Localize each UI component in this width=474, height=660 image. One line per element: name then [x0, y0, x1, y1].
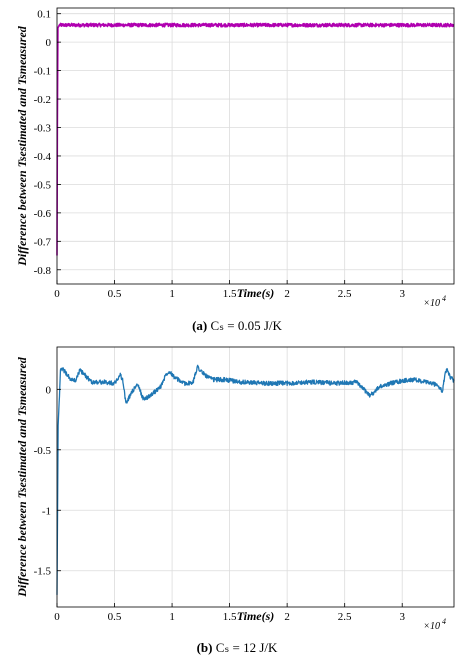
x-tick-label: 0	[54, 611, 60, 623]
y-tick-label: 0	[46, 37, 52, 49]
caption-b-letter: (b)	[196, 640, 213, 655]
grid	[56, 347, 454, 607]
y-tick-label: -0.3	[34, 123, 52, 135]
chart-b: 0 0.5 1 1.5 2 2.5 3 0 -0.5 -1 -1.5 Time(s) ×10 4 Diffe…	[15, 346, 455, 632]
x-tick-label: 0.5	[108, 611, 122, 623]
chart-a: 0 0.5 1 1.5 2 2.5 3 0.1 0 -0.1 -0.2 -0.3 -0.4 -0.5 -0.…	[15, 7, 455, 309]
x-tick-label: 2.5	[338, 288, 352, 300]
chart-panel-a: 0 0.5 1 1.5 2 2.5 3 0.1 0 -0.1 -0.2 -0.3 -0.4 -0.5 -0.…	[0, 7, 474, 334]
x-exponent-label: ×10	[423, 621, 440, 632]
x-tick-label: 2.5	[338, 611, 352, 623]
y-tick-label: -0.6	[34, 208, 52, 220]
x-tick-label: 2	[284, 611, 290, 623]
y-tick-label: -1	[42, 505, 51, 517]
y-tick-label: 0.1	[37, 9, 51, 21]
x-tick-label: 3	[399, 288, 405, 300]
y-tick-label: -0.8	[34, 265, 52, 277]
y-tick-label: -0.5	[34, 445, 52, 457]
y-tick-label: -0.7	[34, 236, 52, 248]
x-tick-label: 0	[54, 288, 60, 300]
x-axis-label: Time(s)	[237, 286, 275, 300]
x-exponent-power: 4	[442, 294, 446, 303]
y-axis-label: Difference between Tsestimated and Tsmea…	[15, 356, 29, 598]
y-tick-label: -0.1	[34, 66, 51, 78]
x-tick-label: 3	[399, 611, 405, 623]
caption-a-letter: (a)	[192, 318, 208, 333]
series-line	[56, 22, 455, 256]
x-tick-label: 2	[284, 288, 290, 300]
caption-a: (a) Cₛ = 0.05 J/K	[0, 318, 474, 334]
x-axis-label: Time(s)	[237, 609, 275, 623]
x-tick-label: 1	[169, 288, 175, 300]
x-exponent-power: 4	[442, 617, 446, 626]
series-line	[56, 364, 455, 595]
x-tick-label: 1.5	[223, 611, 237, 623]
y-tick-label: 0	[46, 384, 52, 396]
y-tick-label: -0.2	[34, 94, 51, 106]
x-tick-label: 1	[169, 611, 175, 623]
caption-b-text: Cₛ = 12 J/K	[215, 640, 278, 655]
caption-b: (b) Cₛ = 12 J/K	[0, 640, 474, 656]
y-tick-label: -1.5	[34, 566, 52, 578]
y-axis-label: Difference between Tsestimated and Tsmea…	[15, 25, 29, 267]
x-tick-label: 0.5	[108, 288, 122, 300]
y-tick-label: -0.5	[34, 179, 52, 191]
x-tick-label: 1.5	[223, 288, 237, 300]
x-exponent-label: ×10	[423, 298, 440, 309]
caption-a-text: Cₛ = 0.05 J/K	[210, 318, 282, 333]
y-tick-label: -0.4	[34, 151, 52, 163]
plot-frame	[56, 7, 455, 285]
plot-frame	[56, 346, 455, 608]
grid	[56, 8, 454, 284]
chart-panel-b: 0 0.5 1 1.5 2 2.5 3 0 -0.5 -1 -1.5 Time(s) ×10 4 Diffe…	[0, 340, 474, 660]
